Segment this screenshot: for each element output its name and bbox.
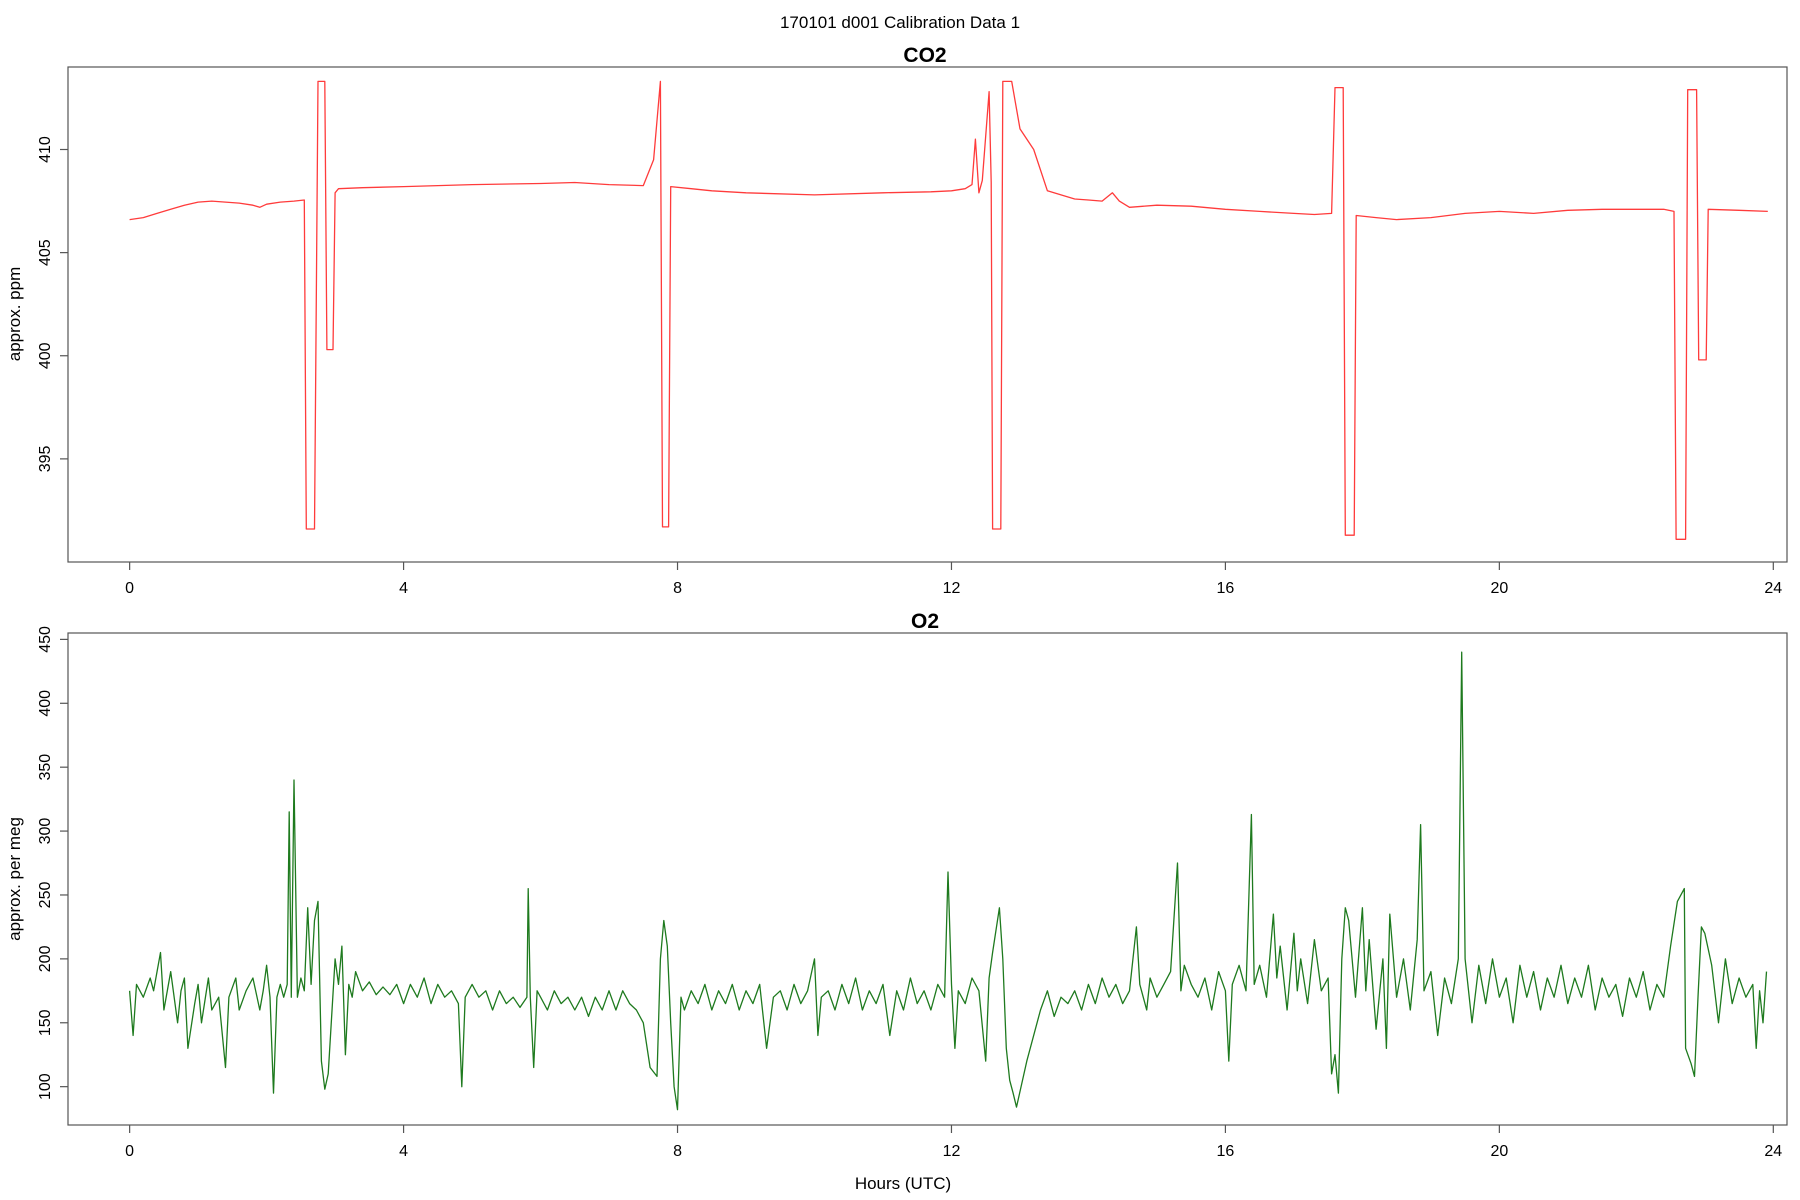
co2-panel: CO2 approx. ppm 0 4 8 12 16 20 24 395 400 405 410 (5, 44, 1788, 597)
o2-x-tick-label: 20 (1490, 1143, 1508, 1160)
o2-x-tick-label: 0 (125, 1143, 134, 1160)
o2-x-axis-label: Hours (UTC) (855, 1174, 951, 1193)
co2-y-tick-label: 405 (37, 239, 54, 266)
o2-y-tick-label: 350 (37, 754, 54, 781)
o2-x-tick-label: 8 (673, 1143, 682, 1160)
co2-x-tick-label: 16 (1217, 580, 1235, 597)
co2-y-tick-label: 400 (37, 342, 54, 369)
o2-x-tick-label: 16 (1217, 1143, 1235, 1160)
o2-axis-ticks: 0 4 8 12 16 20 24 100 150 200 250 300 350 400 450 (37, 626, 1782, 1160)
o2-x-tick-label: 12 (943, 1143, 961, 1160)
co2-plot-frame (67, 66, 1788, 563)
co2-title: CO2 (903, 44, 946, 67)
o2-panel: O2 approx. per meg Hours (UTC) 0 4 8 12 16 20… (5, 610, 1788, 1193)
co2-x-tick-label: 8 (673, 580, 682, 597)
o2-y-tick-label: 150 (37, 1009, 54, 1036)
co2-y-tick-label: 395 (37, 445, 54, 472)
co2-x-tick-label: 4 (399, 580, 408, 597)
co2-x-tick-label: 24 (1764, 580, 1782, 597)
co2-x-tick-label: 12 (943, 580, 961, 597)
o2-y-tick-label: 200 (37, 945, 54, 972)
o2-x-tick-label: 4 (399, 1143, 408, 1160)
o2-y-tick-label: 100 (37, 1073, 54, 1100)
o2-title: O2 (911, 610, 939, 633)
figure-suptitle: 170101 d001 Calibration Data 1 (780, 13, 1020, 32)
co2-series-line (129, 80, 1768, 540)
o2-y-tick-label: 300 (37, 818, 54, 845)
o2-series-line (128, 651, 1768, 1111)
o2-y-axis-label: approx. per meg (5, 817, 24, 941)
o2-y-tick-label: 400 (37, 690, 54, 717)
co2-axis-ticks: 0 4 8 12 16 20 24 395 400 405 410 (37, 136, 1782, 597)
o2-y-tick-label: 450 (37, 626, 54, 653)
o2-x-tick-label: 24 (1764, 1143, 1782, 1160)
co2-series-group (129, 80, 1768, 540)
co2-x-tick-label: 0 (125, 580, 134, 597)
co2-y-tick-label: 410 (37, 136, 54, 163)
o2-y-tick-label: 250 (37, 882, 54, 909)
co2-x-tick-label: 20 (1490, 580, 1508, 597)
co2-y-axis-label: approx. ppm (5, 267, 24, 362)
o2-plot-frame (67, 632, 1788, 1126)
o2-series-group (128, 651, 1768, 1111)
